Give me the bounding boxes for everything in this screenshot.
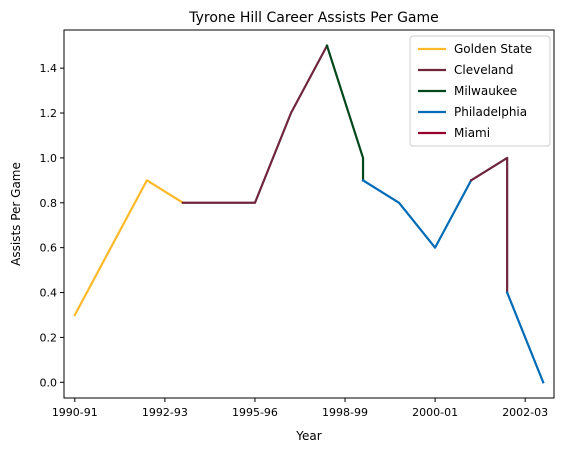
legend: Golden State Cleveland Milwaukee Philadelph…	[409, 35, 551, 147]
legend-label-golden-state: Golden State	[454, 42, 532, 56]
series-layer	[73, 44, 545, 384]
y-tick-label: 0.8	[40, 197, 58, 210]
y-tick-label: 0.2	[40, 331, 58, 344]
series-line-philadelphia	[505, 291, 545, 384]
legend-label-philadelphia: Philadelphia	[454, 105, 527, 119]
y-axis: 0.0 0.2 0.4 0.6 0.8 1.0 1.2 1.4	[40, 62, 64, 389]
x-axis: 1990-91 1992-93 1995-96 1998-99 2000-01 2002-…	[52, 398, 548, 419]
series-line-philadelphia	[361, 178, 473, 249]
x-tick-label: 2000-01	[412, 406, 458, 419]
y-tick-label: 0.4	[40, 287, 58, 300]
y-tick-label: 1.4	[40, 62, 58, 75]
series-line-golden-state	[73, 179, 185, 317]
legend-label-milwaukee: Milwaukee	[454, 84, 517, 98]
x-tick-label: 1992-93	[142, 406, 188, 419]
x-tick-label: 2002-03	[502, 406, 548, 419]
x-axis-label: Year	[295, 429, 321, 443]
series-line-cleveland	[469, 156, 509, 294]
legend-label-cleveland: Cleveland	[454, 63, 514, 77]
plot-area	[63, 29, 555, 399]
y-tick-label: 1.0	[40, 152, 58, 165]
x-tick-label: 1998-99	[322, 406, 368, 419]
legend-box	[409, 35, 551, 147]
y-tick-label: 0.6	[40, 242, 58, 255]
y-tick-label: 0.0	[40, 376, 58, 389]
series-line-cleveland	[181, 44, 329, 204]
series-line-milwaukee	[325, 44, 365, 182]
chart-title: Tyrone Hill Career Assists Per Game	[188, 10, 439, 26]
plot-frame	[63, 29, 555, 399]
y-tick-label: 1.2	[40, 107, 58, 120]
y-axis-label: Assists Per Game	[9, 162, 23, 266]
x-tick-label: 1995-96	[232, 406, 278, 419]
legend-label-miami: Miami	[454, 126, 490, 140]
x-tick-label: 1990-91	[52, 406, 98, 419]
